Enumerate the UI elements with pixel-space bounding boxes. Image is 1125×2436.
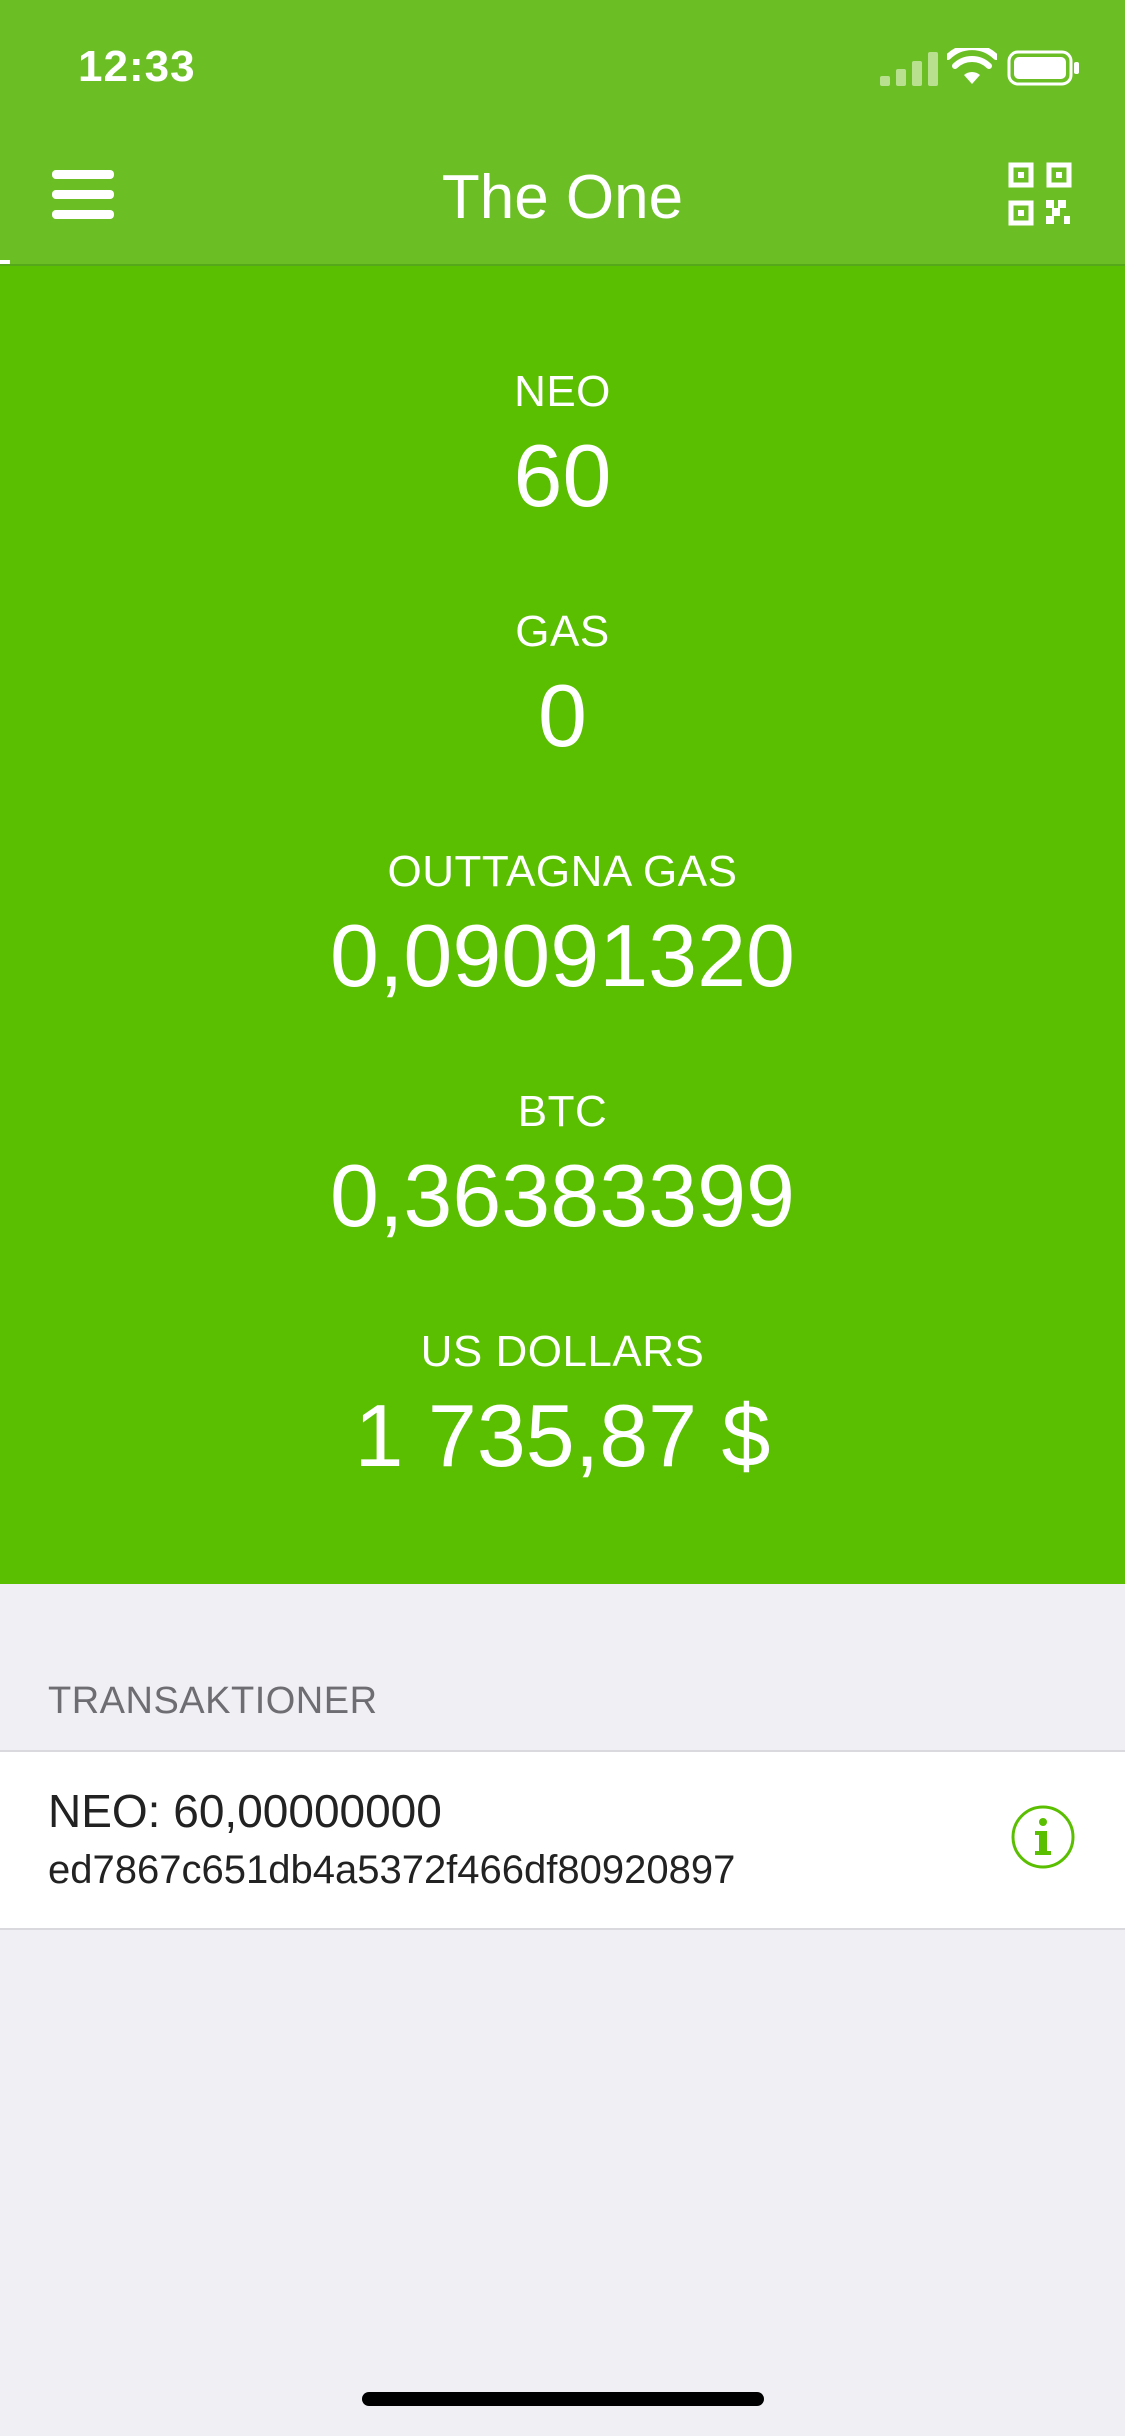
balance-neo: NEO 60 (0, 366, 1125, 526)
hamburger-menu-icon (52, 170, 114, 179)
qr-code-button[interactable] (1008, 162, 1072, 226)
balance-label: NEO (514, 367, 611, 416)
info-icon[interactable] (1010, 1804, 1076, 1870)
balance-value: 0 (538, 666, 587, 765)
balance-value: 0,09091320 (330, 906, 795, 1005)
home-indicator[interactable] (362, 2392, 764, 2406)
balance-usd: US DOLLARS 1 735,87 $ (0, 1326, 1125, 1486)
wifi-icon (947, 48, 997, 84)
page-title: The One (441, 163, 684, 232)
cellular-signal-icon (880, 52, 938, 86)
balance-label: US DOLLARS (420, 1327, 705, 1376)
transaction-hash: ed7867c651db4a5372f466df80920897 (48, 1848, 736, 1892)
balance-unclaimed-gas: OUTTAGNA GAS 0,09091320 (0, 846, 1125, 1006)
transactions-header: TRANSAKTIONER (48, 1680, 378, 1722)
balance-gas: GAS 0 (0, 606, 1125, 766)
balance-value: 1 735,87 $ (354, 1386, 771, 1485)
top-bar: 12:33 The One (0, 0, 1125, 266)
balance-label: OUTTAGNA GAS (387, 847, 738, 896)
balance-value: 0,36383399 (330, 1146, 795, 1245)
battery-icon (1007, 50, 1079, 86)
transaction-amount: NEO: 60,00000000 (48, 1785, 442, 1837)
nav-indicator (0, 260, 10, 264)
nav-divider (0, 264, 1125, 266)
balance-label: GAS (515, 607, 610, 656)
balance-value: 60 (513, 426, 612, 525)
balances-panel: NEO 60 GAS 0 OUTTAGNA GAS 0,09091320 BTC… (0, 266, 1125, 1584)
status-time: 12:33 (78, 42, 196, 91)
qr-code-icon (1008, 162, 1072, 226)
balance-label: BTC (517, 1087, 608, 1136)
menu-button[interactable] (46, 160, 122, 232)
transaction-row[interactable]: NEO: 60,00000000 ed7867c651db4a5372f466d… (0, 1750, 1125, 1930)
balance-btc: BTC 0,36383399 (0, 1086, 1125, 1246)
